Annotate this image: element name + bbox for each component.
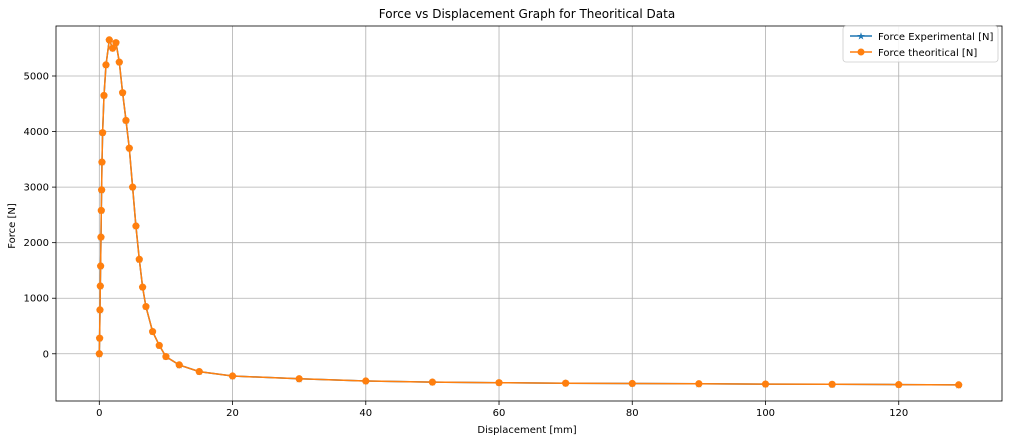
data-point [99,129,107,137]
series-0: ★★★★★★★★★★★★★★★★★★★★★★★★★★★★★★★★★★★★★★★★… [95,35,963,391]
data-point [562,379,570,387]
data-point [628,379,636,388]
data-point [139,283,147,291]
x-tick-label: 0 [96,408,102,419]
data-point [761,380,770,388]
data-point [96,306,104,314]
data-point [122,116,130,125]
data-point [362,377,370,385]
data-point [102,61,110,69]
data-point [100,91,108,100]
data-point [295,375,303,383]
data-point [129,183,137,191]
data-point [98,186,106,194]
data-point [695,380,703,388]
data-point [125,144,133,152]
data-point [162,352,170,361]
x-tick-label: 100 [756,408,775,419]
data-point [109,44,117,52]
data-point [112,39,120,47]
y-axis-label: Force [N] [7,203,18,249]
x-axis-label: Displacement [mm] [477,425,576,436]
ticks: 0 20 40 60 80 100 120 0 1000 2000 3000 4000 5000 [24,72,909,420]
chart-title: Force vs Displacement Graph for Theoriti… [379,7,675,21]
legend: ★ Force Experimental [N] Force theoritic… [842,25,999,63]
series-1 [95,36,963,389]
data-point [97,262,105,270]
x-tick-label: 80 [626,408,639,419]
series-line [98,36,959,386]
series-line [98,36,959,386]
y-tick-label: 1000 [24,294,49,305]
y-tick-label: 0 [43,349,49,360]
legend-label-experimental: Force Experimental [N] [878,32,993,43]
data-point [119,89,127,97]
data-point [115,58,123,66]
legend-star-marker: ★ [857,32,866,43]
data-point [97,206,105,215]
y-tick-label: 5000 [24,72,49,83]
data-point [135,255,143,263]
data-point [148,327,157,336]
data-point [142,302,150,311]
legend-box [842,25,999,63]
data-point [96,282,104,290]
data-point [175,361,183,369]
plot-frame [55,25,1003,402]
x-tick-label: 20 [226,408,239,419]
data-point [97,233,105,241]
x-tick-label: 40 [359,408,372,419]
data-point [96,334,104,342]
legend-circle-marker [857,48,865,56]
data-point [132,222,140,230]
data-point [228,372,237,380]
grid [56,26,1002,401]
data-point [155,341,163,350]
data-point [95,350,103,358]
data-point [895,381,903,389]
data-point [105,36,113,44]
data-point [428,378,437,386]
y-tick-label: 3000 [24,183,49,194]
data-point [828,380,836,388]
data-point [495,379,503,387]
data-point [98,158,106,166]
y-tick-label: 2000 [24,238,49,249]
x-tick-label: 120 [889,408,908,419]
y-tick-label: 4000 [24,127,49,138]
x-tick-label: 60 [493,408,506,419]
data-point [955,381,963,389]
data-point [195,367,203,376]
legend-label-theoritical: Force theoritical [N] [878,48,977,59]
series-layer: ★★★★★★★★★★★★★★★★★★★★★★★★★★★★★★★★★★★★★★★★… [95,35,963,391]
